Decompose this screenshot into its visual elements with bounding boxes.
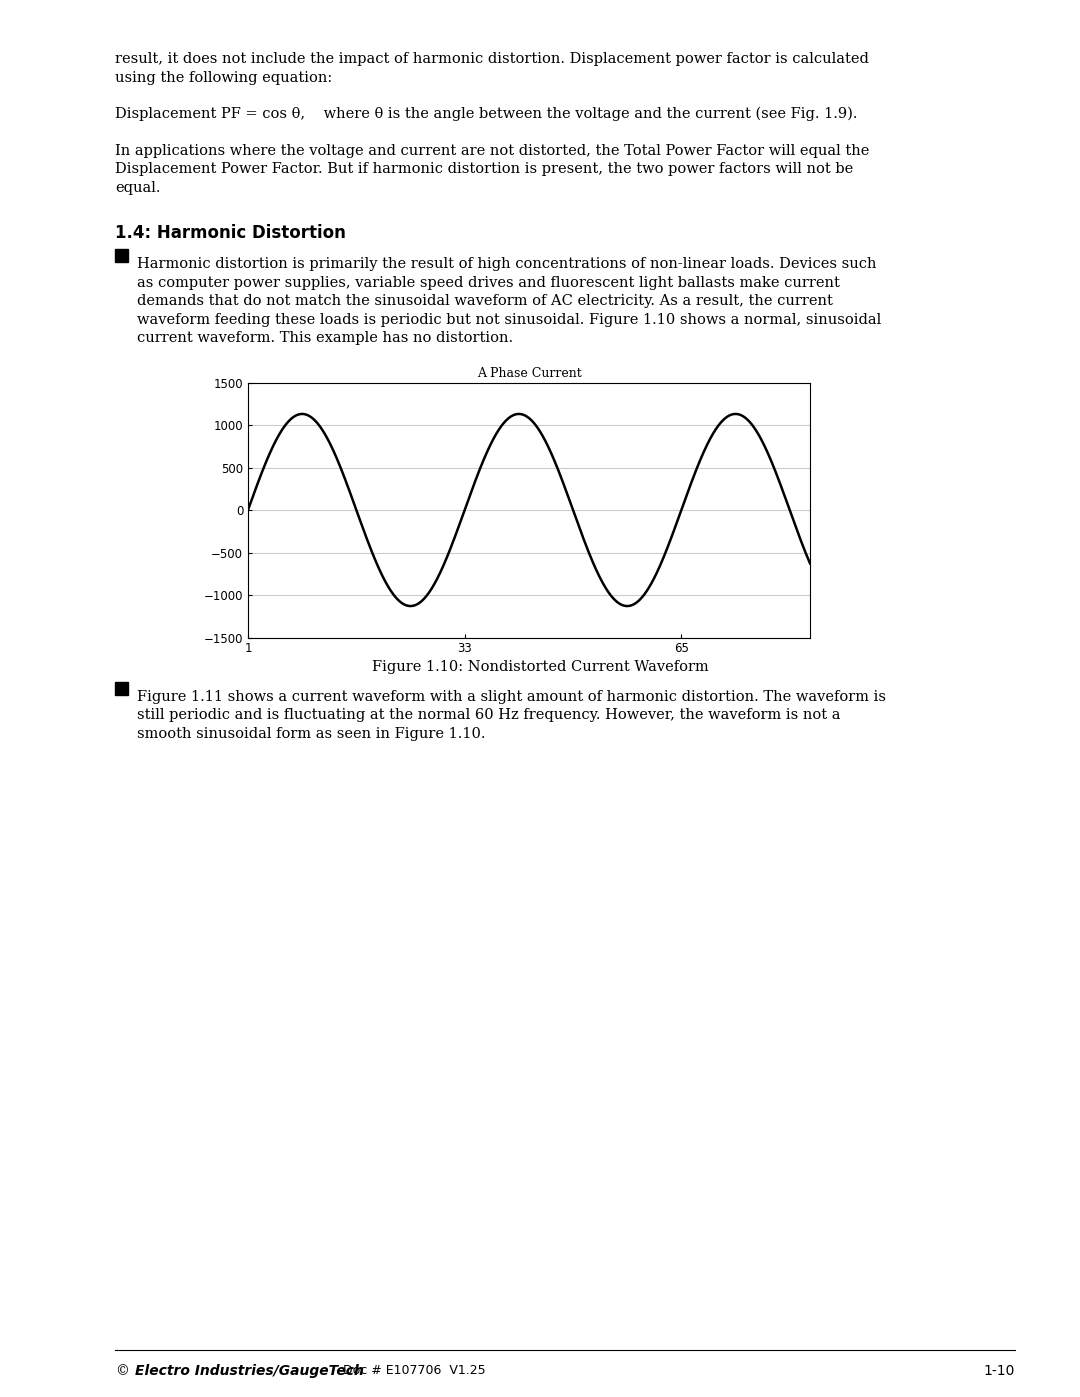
Text: Displacement Power Factor. But if harmonic distortion is present, the two power : Displacement Power Factor. But if harmon… [114, 162, 853, 176]
Text: result, it does not include the impact of harmonic distortion. Displacement powe: result, it does not include the impact o… [114, 52, 869, 66]
Bar [114, 249, 129, 263]
Text: Displacement PF = cos θ,    where θ is the angle between the voltage and the cur: Displacement PF = cos θ, where θ is the … [114, 108, 858, 122]
Text: as computer power supplies, variable speed drives and fluorescent light ballasts: as computer power supplies, variable spe… [137, 275, 840, 289]
Text: In applications where the voltage and current are not distorted, the Total Power: In applications where the voltage and cu… [114, 144, 869, 158]
Text: smooth sinusoidal form as seen in Figure 1.10.: smooth sinusoidal form as seen in Figure… [137, 726, 486, 740]
Bar [114, 682, 129, 694]
Title: A Phase Current: A Phase Current [476, 367, 581, 380]
Text: equal.: equal. [114, 180, 161, 194]
Text: 1-10: 1-10 [984, 1363, 1015, 1377]
Text: Figure 1.10: Nondistorted Current Waveform: Figure 1.10: Nondistorted Current Wavefo… [372, 659, 708, 673]
Text: still periodic and is fluctuating at the normal 60 Hz frequency. However, the wa: still periodic and is fluctuating at the… [137, 708, 840, 722]
Text: ©: © [114, 1363, 129, 1377]
Text: Harmonic distortion is primarily the result of high concentrations of non-linear: Harmonic distortion is primarily the res… [137, 257, 877, 271]
Text: demands that do not match the sinusoidal waveform of AC electricity. As a result: demands that do not match the sinusoidal… [137, 293, 833, 307]
Text: 1.4: Harmonic Distortion: 1.4: Harmonic Distortion [114, 224, 346, 242]
Text: waveform feeding these loads is periodic but not sinusoidal. Figure 1.10 shows a: waveform feeding these loads is periodic… [137, 313, 881, 327]
Text: current waveform. This example has no distortion.: current waveform. This example has no di… [137, 331, 513, 345]
Text: using the following equation:: using the following equation: [114, 70, 333, 84]
Text: Electro Industries/GaugeTech: Electro Industries/GaugeTech [135, 1363, 364, 1377]
Text: Doc # E107706  V1.25: Doc # E107706 V1.25 [335, 1363, 486, 1377]
Text: Figure 1.11 shows a current waveform with a slight amount of harmonic distortion: Figure 1.11 shows a current waveform wit… [137, 690, 886, 704]
